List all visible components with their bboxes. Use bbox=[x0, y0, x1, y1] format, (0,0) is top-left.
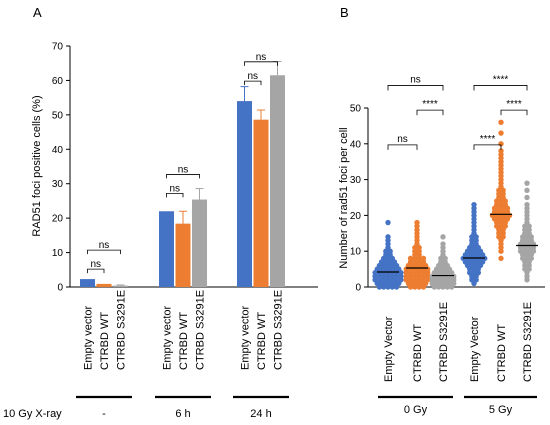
panel-b-point bbox=[407, 255, 414, 262]
panel-a-bar bbox=[80, 279, 95, 287]
panel-a-bar bbox=[270, 75, 285, 287]
panel-b-y-title: Number of rad51 foci per cell bbox=[338, 127, 350, 268]
panel-b-point bbox=[385, 219, 391, 226]
panel-a-category-label: Empty vector bbox=[240, 305, 252, 370]
panel-b-y-tick-label: 40 bbox=[350, 139, 362, 150]
panel-b-significance-label: **** bbox=[506, 99, 522, 110]
panel-b-significance-bracket bbox=[473, 85, 528, 91]
panel-b-significance-label: **** bbox=[493, 74, 509, 85]
panel-a-y-tick-label: 50 bbox=[52, 110, 64, 121]
panel-b-significance-label: **** bbox=[422, 99, 438, 110]
panel-b-point bbox=[524, 187, 530, 194]
panel-b-group-label: 5 Gy bbox=[489, 404, 513, 416]
panel-b-significance-label: ns bbox=[397, 134, 408, 145]
panel-a-group-axis-title: 10 Gy X-ray bbox=[3, 408, 62, 420]
panel-b-significance-bracket bbox=[387, 144, 418, 150]
panel-b-category-label: CTRBD WT bbox=[496, 324, 508, 382]
panel-b-category-label: Empty Vector bbox=[383, 316, 395, 382]
panel-b-point bbox=[524, 180, 530, 186]
panel-b-significance-bracket bbox=[387, 85, 444, 91]
panel-b-point bbox=[498, 130, 504, 136]
panel-a-bar bbox=[159, 211, 174, 287]
panel-b-point bbox=[414, 219, 420, 226]
panel-a-category-label: CTRBD WT bbox=[99, 312, 111, 370]
panel-b-point bbox=[471, 201, 477, 208]
panel-a-y-tick-label: 10 bbox=[52, 248, 64, 259]
panel-b-y-tick-label: 10 bbox=[350, 247, 362, 258]
panel-b-point bbox=[440, 234, 446, 240]
panel-a-group-label: - bbox=[102, 408, 106, 420]
panel-a-significance-label: ns bbox=[99, 240, 110, 251]
panel-b-label: B bbox=[340, 5, 349, 20]
panel-a-significance-label: ns bbox=[256, 52, 267, 63]
panel-b-significance-bracket bbox=[416, 109, 444, 116]
panel-a-group-label: 6 h bbox=[175, 408, 190, 420]
panel-a-category-label: CTRBD S3291E bbox=[273, 290, 285, 370]
panel-a-category-label: CTRBD WT bbox=[178, 312, 190, 370]
panel-b-category-label: CTRBD S3291E bbox=[522, 302, 534, 382]
panel-a-y-tick-label: 0 bbox=[57, 283, 63, 294]
panel-b-y-tick-label: 50 bbox=[350, 104, 362, 115]
panel-a-significance-bracket bbox=[166, 174, 200, 179]
panel-a-y-tick-label: 20 bbox=[52, 214, 64, 225]
panel-b-point bbox=[498, 119, 504, 126]
panel-a-y-tick-label: 30 bbox=[52, 179, 64, 190]
panel-a-y-tick-label: 60 bbox=[52, 76, 64, 87]
panel-a-y-tick-label: 40 bbox=[52, 145, 64, 156]
panel-a-bar bbox=[113, 285, 128, 287]
panel-b-y-tick-label: 30 bbox=[350, 175, 362, 186]
panel-b-point bbox=[498, 255, 504, 262]
panel-b-significance-bracket bbox=[500, 109, 528, 116]
panel-b-significance-label: ns bbox=[410, 74, 421, 85]
panel-a-significance-bracket bbox=[244, 80, 262, 86]
panel-b-chart: Number of rad51 foci per cell bbox=[338, 108, 545, 288]
panel-a-y-title: RAD51 foci positive cells (%) bbox=[31, 95, 43, 236]
panel-a-bar bbox=[175, 223, 191, 287]
panel-a-significance-bracket bbox=[87, 249, 121, 255]
panel-a-significance-bracket bbox=[166, 192, 184, 198]
panel-a-label: A bbox=[33, 5, 42, 20]
panel-b-point bbox=[524, 194, 530, 201]
panel-b-category-label: CTRBD S3291E bbox=[438, 302, 450, 382]
panel-a-significance-label: ns bbox=[90, 259, 101, 270]
panel-b-group-label: 0 Gy bbox=[404, 404, 428, 416]
panel-a-significance-label: ns bbox=[169, 183, 180, 194]
panel-a-bar bbox=[253, 119, 269, 287]
panel-b-point bbox=[524, 201, 530, 208]
panel-b-significance-label: **** bbox=[480, 134, 496, 145]
panel-b-point bbox=[420, 255, 427, 262]
panel-a-bar bbox=[237, 101, 252, 287]
panel-b-point bbox=[440, 241, 446, 247]
panel-b-point bbox=[385, 234, 391, 240]
panel-a-category-label: Empty vector bbox=[162, 305, 174, 370]
panel-b-y-tick-label: 20 bbox=[350, 211, 362, 222]
panel-a-significance-bracket bbox=[244, 61, 278, 66]
panel-b-point bbox=[498, 148, 504, 154]
panel-b-category-label: Empty Vector bbox=[469, 316, 481, 382]
panel-a-category-label: CTRBD S3291E bbox=[116, 290, 128, 370]
panel-a-category-label: Empty vector bbox=[83, 305, 95, 370]
panel-a-significance-label: ns bbox=[247, 71, 258, 82]
panel-a-bar bbox=[192, 199, 207, 287]
panel-a-significance-label: ns bbox=[178, 164, 189, 175]
panel-a-y-tick-label: 70 bbox=[52, 42, 64, 53]
panel-b-significance-bracket bbox=[473, 144, 502, 150]
panel-a-significance-bracket bbox=[87, 268, 105, 274]
panel-a-group-label: 24 h bbox=[250, 408, 271, 420]
panel-a-bar bbox=[96, 283, 112, 287]
panel-b-y-tick-label: 0 bbox=[355, 283, 361, 294]
panel-a-category-label: CTRBD WT bbox=[256, 312, 268, 370]
panel-a-category-label: CTRBD S3291E bbox=[195, 290, 207, 370]
panel-b-category-label: CTRBD WT bbox=[412, 324, 424, 382]
